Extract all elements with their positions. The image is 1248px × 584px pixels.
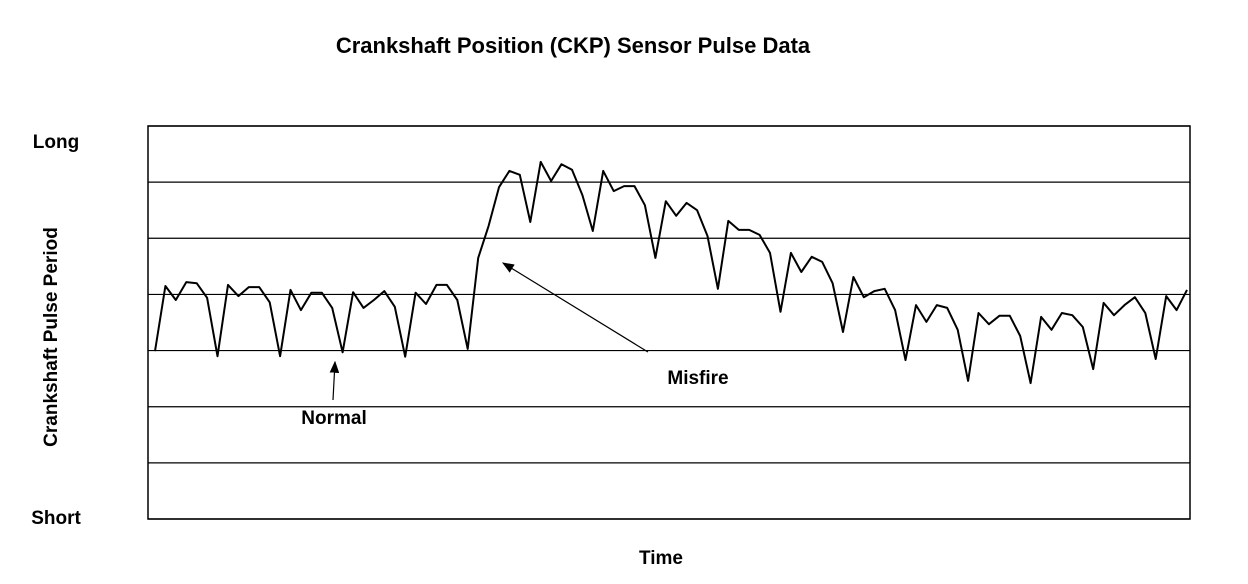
annotation: Normal [301,408,366,429]
y-axis-label: Crankshaft Pulse Period [41,227,62,447]
chart-title: Crankshaft Position (CKP) Sensor Pulse D… [336,33,811,58]
data-line [154,160,1188,385]
annotation: Misfire [667,368,728,389]
x-axis-label: Time [639,548,683,569]
y-tick-label: Long [33,132,79,153]
annotation-arrow [329,360,340,401]
plot-frame [147,125,1191,520]
annotation-arrow [501,262,649,353]
y-tick-label: Short [31,508,81,529]
